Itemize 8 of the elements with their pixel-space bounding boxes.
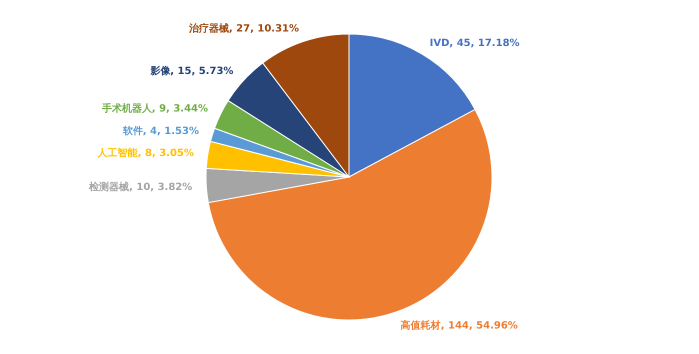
slice-label: 软件, 4, 1.53% <box>122 125 199 138</box>
slice-label: 高值耗材, 144, 54.96% <box>400 320 518 332</box>
slice-label: 影像, 15, 5.73% <box>149 65 234 78</box>
slice-label: 检测器械, 10, 3.82% <box>88 180 192 193</box>
slice-label: 手术机器人, 9, 3.44% <box>100 102 208 114</box>
slice-label: 人工智能, 8, 3.05% <box>96 147 194 160</box>
slice-label: IVD, 45, 17.18% <box>430 38 520 49</box>
slice-label: 治疗器械, 27, 10.31% <box>188 22 300 35</box>
